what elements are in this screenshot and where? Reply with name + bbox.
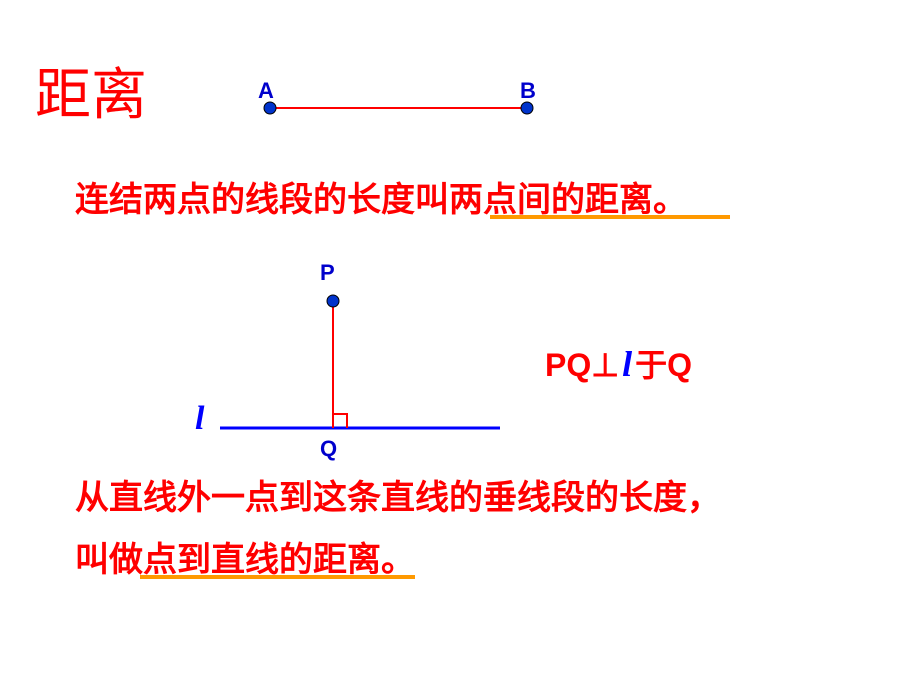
line-l-label: l [195, 400, 204, 438]
underline-point-to-line [140, 575, 415, 579]
point-p-label: P [320, 260, 335, 286]
formula-suffix: 于Q [635, 347, 692, 383]
definition-point-to-line-a: 从直线外一点到这条直线的垂线段的长度， [75, 470, 721, 519]
perpendicular-formula: PQ⊥l于Q [545, 340, 692, 386]
point-q-label: Q [320, 436, 337, 462]
definition-point-to-line-b: 叫做点到直线的距离。 [75, 532, 415, 581]
formula-l: l [619, 344, 635, 384]
diagram-perpendicular [0, 0, 920, 690]
formula-prefix: PQ⊥ [545, 347, 619, 383]
